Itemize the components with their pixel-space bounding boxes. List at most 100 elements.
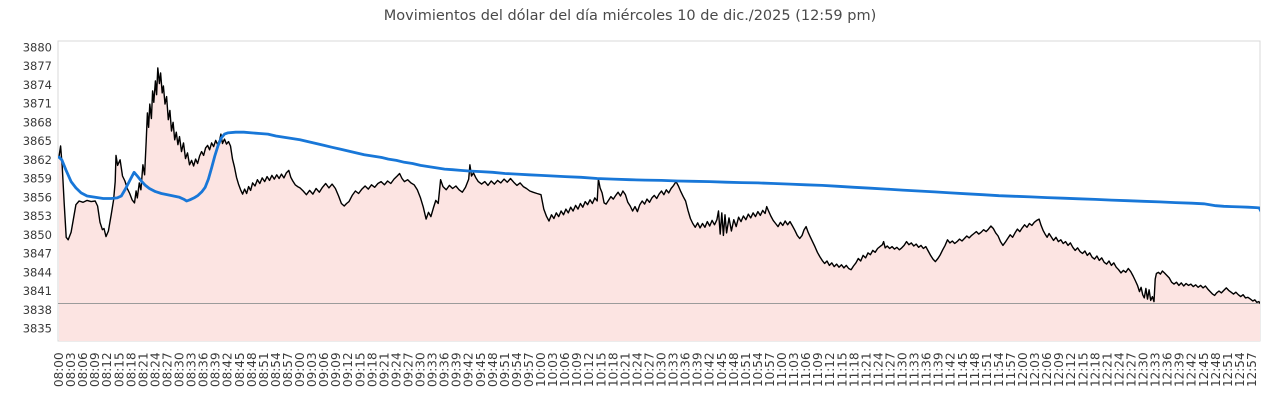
x-axis-tick-label: 10:18 — [606, 352, 620, 387]
x-axis-tick-label: 12:00 — [1016, 352, 1030, 387]
x-axis-tick-label: 08:21 — [136, 352, 150, 387]
x-axis-tick-label: 11:27 — [884, 352, 898, 387]
x-axis-tick-label: 10:54 — [751, 352, 765, 387]
y-axis-tick-label: 3847 — [23, 247, 52, 261]
y-axis-tick-label: 3841 — [23, 284, 52, 298]
x-axis-tick-label: 09:00 — [293, 352, 307, 387]
x-axis-tick-label: 11:33 — [908, 352, 922, 387]
x-axis-tick-label: 09:27 — [402, 352, 416, 387]
x-axis-tick-label: 10:21 — [618, 352, 632, 387]
x-axis-tick-label: 12:24 — [1112, 352, 1126, 387]
x-axis-tick-label: 10:15 — [594, 352, 608, 387]
x-axis-tick-label: 10:42 — [703, 352, 717, 387]
x-axis-tick-label: 08:54 — [269, 352, 283, 387]
x-axis-tick-label: 11:09 — [811, 352, 825, 387]
x-axis-tick-label: 09:54 — [510, 352, 524, 387]
x-axis-tick-label: 09:24 — [389, 352, 403, 387]
x-axis-tick-label: 09:39 — [450, 352, 464, 387]
x-axis-tick-label: 12:36 — [1161, 352, 1175, 387]
y-axis-tick-label: 3856 — [23, 190, 52, 204]
x-axis-tick-label: 10:48 — [727, 352, 741, 387]
x-axis-tick-label: 11:18 — [847, 352, 861, 387]
x-axis-tick-label: 08:51 — [257, 352, 271, 387]
x-axis-tick-label: 11:30 — [896, 352, 910, 387]
y-axis-tick-label: 3862 — [23, 153, 52, 167]
x-axis-tick-label: 09:12 — [341, 352, 355, 387]
x-axis-tick-label: 12:12 — [1064, 352, 1078, 387]
x-axis-tick-label: 10:06 — [558, 352, 572, 387]
x-axis-tick-label: 12:06 — [1040, 352, 1054, 387]
x-axis-tick-label: 10:51 — [739, 352, 753, 387]
x-axis-tick-label: 09:21 — [377, 352, 391, 387]
x-axis-tick-label: 10:33 — [667, 352, 681, 387]
y-axis-tick-label: 3871 — [23, 97, 52, 111]
x-axis-tick-label: 12:48 — [1209, 352, 1223, 387]
x-axis-tick-label: 09:36 — [438, 352, 452, 387]
x-axis-tick-label: 11:12 — [823, 352, 837, 387]
x-axis-tick-label: 09:18 — [365, 352, 379, 387]
y-axis-tick-label: 3835 — [23, 322, 52, 336]
x-axis-tick-label: 12:45 — [1197, 352, 1211, 387]
y-axis-tick-label: 3844 — [23, 265, 52, 279]
x-axis-tick-label: 12:57 — [1245, 352, 1259, 387]
x-axis-tick-label: 11:03 — [787, 352, 801, 387]
x-axis-tick-label: 12:54 — [1233, 352, 1247, 387]
x-axis-tick-label: 09:45 — [474, 352, 488, 387]
x-axis-tick-label: 11:21 — [859, 352, 873, 387]
y-axis-tick-label: 3880 — [23, 40, 52, 54]
area-fill — [59, 67, 1260, 341]
x-axis-tick-label: 11:06 — [799, 352, 813, 387]
x-axis-tick-label: 08:09 — [88, 352, 102, 387]
y-axis-tick-label: 3853 — [23, 209, 52, 223]
x-axis-tick-label: 12:42 — [1185, 352, 1199, 387]
x-axis-tick-label: 09:42 — [462, 352, 476, 387]
x-axis-tick-label: 11:54 — [992, 352, 1006, 387]
x-axis-tick-label: 10:03 — [546, 352, 560, 387]
x-axis-tick-label: 08:30 — [173, 352, 187, 387]
x-axis-tick-label: 08:06 — [76, 352, 90, 387]
x-axis-tick-label: 10:09 — [570, 352, 584, 387]
price-line — [58, 67, 1260, 305]
chart-title: Movimientos del dólar del día miércoles … — [383, 8, 877, 24]
x-axis-tick-label: 12:21 — [1100, 352, 1114, 387]
y-axis-tick-label: 3877 — [23, 59, 52, 73]
x-axis-tick-label: 08:42 — [221, 352, 235, 387]
x-axis-tick-label: 10:57 — [763, 352, 777, 387]
x-axis-tick-label: 08:24 — [148, 352, 162, 387]
x-axis-tick-label: 12:30 — [1137, 352, 1151, 387]
x-axis-tick-label: 12:27 — [1125, 352, 1139, 387]
y-axis-tick-label: 3850 — [23, 228, 52, 242]
x-axis-tick-label: 12:39 — [1173, 352, 1187, 387]
x-axis-tick-label: 11:15 — [835, 352, 849, 387]
average-line — [58, 130, 1260, 213]
y-axis-tick-label: 3865 — [23, 134, 52, 148]
x-axis-tick-label: 08:03 — [64, 352, 78, 387]
x-axis-tick-label: 09:51 — [498, 352, 512, 387]
x-axis-tick-label: 11:42 — [944, 352, 958, 387]
x-axis-tick-label: 11:39 — [932, 352, 946, 387]
x-axis-tick-label: 12:15 — [1076, 352, 1090, 387]
x-axis-tick-label: 10:12 — [582, 352, 596, 387]
x-axis-tick-label: 10:00 — [534, 352, 548, 387]
x-axis-tick-label: 12:18 — [1088, 352, 1102, 387]
x-axis-tick-label: 09:33 — [426, 352, 440, 387]
x-axis-tick-label: 10:30 — [655, 352, 669, 387]
x-axis-tick-label: 08:39 — [209, 352, 223, 387]
x-axis-tick-label: 08:15 — [112, 352, 126, 387]
x-axis-tick-label: 08:27 — [161, 352, 175, 387]
x-axis-tick-label: 09:09 — [329, 352, 343, 387]
x-axis-tick-label: 11:36 — [920, 352, 934, 387]
x-axis-tick-label: 09:57 — [522, 352, 536, 387]
x-axis-tick-label: 10:27 — [643, 352, 657, 387]
x-axis-tick-label: 08:00 — [52, 352, 66, 387]
x-axis-tick-label: 11:24 — [871, 352, 885, 387]
x-axis-tick-label: 12:33 — [1149, 352, 1163, 387]
x-axis-tick-label: 09:06 — [317, 352, 331, 387]
x-axis-tick-label: 12:51 — [1221, 352, 1235, 387]
x-axis-tick-label: 12:09 — [1052, 352, 1066, 387]
x-axis-tick-label: 10:24 — [630, 352, 644, 387]
y-axis-tick-label: 3874 — [23, 78, 52, 92]
x-axis-tick-label: 09:15 — [353, 352, 367, 387]
